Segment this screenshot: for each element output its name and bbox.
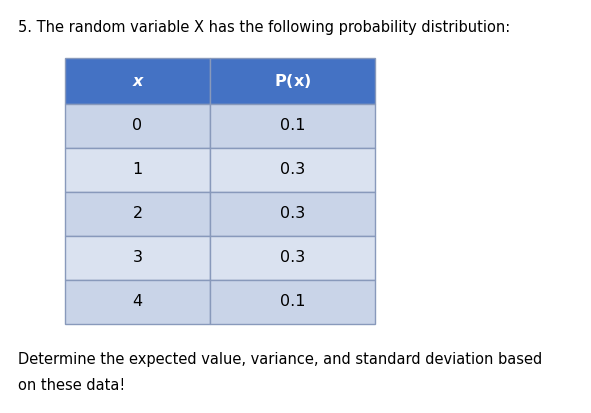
Text: 2: 2 xyxy=(132,206,142,221)
Bar xyxy=(65,192,210,236)
Text: 0.3: 0.3 xyxy=(280,251,305,266)
Bar xyxy=(210,192,375,236)
Bar xyxy=(65,280,210,324)
Text: 0.3: 0.3 xyxy=(280,206,305,221)
Text: 5. The random variable X has the following probability distribution:: 5. The random variable X has the followi… xyxy=(18,20,510,35)
Text: 1: 1 xyxy=(132,162,142,178)
Bar xyxy=(210,58,375,104)
Text: 0.3: 0.3 xyxy=(280,162,305,178)
Text: on these data!: on these data! xyxy=(18,378,125,393)
Bar xyxy=(210,280,375,324)
Text: 3: 3 xyxy=(132,251,142,266)
Text: 0.1: 0.1 xyxy=(280,294,305,309)
Bar xyxy=(210,148,375,192)
Text: 0: 0 xyxy=(132,119,142,133)
Text: $\bf{P(x)}$: $\bf{P(x)}$ xyxy=(274,72,311,90)
Text: Determine the expected value, variance, and standard deviation based: Determine the expected value, variance, … xyxy=(18,352,543,367)
Bar xyxy=(210,236,375,280)
Bar xyxy=(65,236,210,280)
Bar xyxy=(210,104,375,148)
Text: x: x xyxy=(132,74,142,88)
Text: 0.1: 0.1 xyxy=(280,119,305,133)
Text: 4: 4 xyxy=(132,294,142,309)
Bar xyxy=(65,58,210,104)
Bar xyxy=(65,148,210,192)
Bar xyxy=(65,104,210,148)
